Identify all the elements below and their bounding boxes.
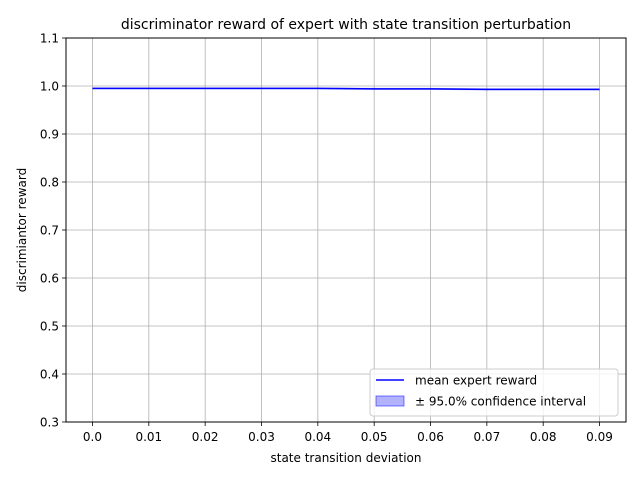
x-tick-label: 0.05 — [361, 430, 388, 444]
y-tick-label: 0.3 — [40, 416, 59, 430]
legend-ci-swatch — [375, 395, 405, 407]
chart-title: discriminator reward of expert with stat… — [121, 17, 571, 33]
x-axis-label: state transition deviation — [271, 451, 422, 465]
legend-label-mean: mean expert reward — [415, 374, 537, 388]
y-axis-label: discrimiantor reward — [15, 168, 29, 292]
y-tick-label: 0.6 — [40, 272, 59, 286]
series-line-layer — [92, 87, 600, 91]
y-axis-ticks: 0.3 0.4 0.5 0.6 0.7 0.8 0.9 1.0 1.1 — [40, 32, 66, 430]
y-tick-label: 1.0 — [40, 80, 59, 94]
x-tick-label: 0.06 — [417, 430, 444, 444]
y-tick-label: 0.5 — [40, 320, 59, 334]
x-tick-label: 0.07 — [473, 430, 500, 444]
y-tick-label: 0.9 — [40, 128, 59, 142]
y-tick-label: 0.7 — [40, 224, 59, 238]
x-tick-label: 0.04 — [304, 430, 331, 444]
mean-reward-line — [92, 87, 600, 91]
x-tick-label: 0.09 — [586, 430, 613, 444]
legend-label-ci: ± 95.0% confidence interval — [415, 395, 586, 409]
legend: mean expert reward ± 95.0% confidence in… — [369, 368, 619, 417]
x-axis-ticks: 0.0 0.01 0.02 0.03 0.04 0.05 0.06 0.07 0.08 0.09 — [83, 422, 613, 444]
grid — [66, 37, 626, 423]
x-tick-label: 0.08 — [530, 430, 557, 444]
y-tick-label: 0.4 — [40, 368, 59, 382]
x-tick-label: 0.03 — [248, 430, 275, 444]
x-tick-label: 0.01 — [135, 430, 162, 444]
y-tick-label: 0.8 — [40, 176, 59, 190]
legend-box — [369, 368, 619, 417]
y-tick-label: 1.1 — [40, 32, 59, 46]
x-tick-label: 0.02 — [192, 430, 219, 444]
x-tick-label: 0.0 — [83, 430, 102, 444]
